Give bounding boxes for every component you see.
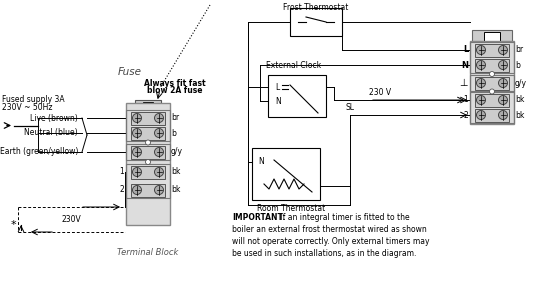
Circle shape: [490, 89, 495, 94]
Text: N: N: [258, 157, 264, 166]
Text: bk: bk: [171, 185, 180, 194]
Bar: [475, 44, 509, 57]
Circle shape: [498, 110, 507, 119]
Text: Earth (green/yellow): Earth (green/yellow): [0, 147, 78, 157]
Bar: [126, 144, 170, 160]
Circle shape: [154, 113, 164, 123]
Bar: [470, 42, 514, 73]
Bar: [475, 58, 509, 72]
Circle shape: [154, 147, 164, 157]
Text: blow 2A fuse: blow 2A fuse: [147, 86, 203, 95]
Circle shape: [477, 61, 486, 70]
Bar: [131, 184, 165, 197]
Bar: [252, 148, 320, 200]
Circle shape: [145, 160, 150, 165]
Text: L: L: [463, 45, 468, 54]
Text: External Clock: External Clock: [266, 61, 321, 70]
Bar: [470, 41, 514, 124]
Circle shape: [133, 129, 142, 138]
Text: b: b: [171, 129, 176, 138]
Text: Fused supply 3A: Fused supply 3A: [2, 95, 64, 104]
Bar: [470, 75, 514, 91]
Text: b: b: [515, 61, 520, 70]
Text: L: L: [275, 82, 279, 92]
Bar: [143, 102, 153, 112]
Circle shape: [154, 129, 164, 138]
Text: Live (brown): Live (brown): [31, 113, 78, 123]
Circle shape: [477, 110, 486, 119]
Text: br: br: [515, 45, 523, 54]
Text: *: *: [11, 220, 16, 230]
Text: Neutral (blue): Neutral (blue): [24, 129, 78, 138]
Text: Fuse: Fuse: [118, 67, 142, 77]
Circle shape: [477, 79, 486, 88]
Bar: [475, 94, 509, 107]
Circle shape: [498, 79, 507, 88]
Bar: [131, 166, 165, 178]
Text: SL: SL: [346, 103, 355, 112]
Text: bk: bk: [515, 110, 524, 119]
Bar: [126, 164, 170, 198]
Text: g/y: g/y: [171, 147, 183, 157]
Circle shape: [477, 95, 486, 104]
Text: 230 V: 230 V: [369, 88, 391, 97]
Circle shape: [498, 95, 507, 104]
Text: Always fit fast: Always fit fast: [144, 79, 206, 88]
Text: N: N: [461, 61, 468, 70]
Text: Frost Thermostat: Frost Thermostat: [283, 3, 349, 12]
Text: 1: 1: [463, 95, 468, 104]
Text: bk: bk: [515, 95, 524, 104]
Text: IMPORTANT:: IMPORTANT:: [232, 213, 286, 222]
Text: 1: 1: [119, 167, 124, 176]
Text: boiler an external frost thermostat wired as shown: boiler an external frost thermostat wire…: [232, 225, 427, 234]
Bar: [131, 126, 165, 139]
Text: If an integral timer is fitted to the: If an integral timer is fitted to the: [278, 213, 410, 222]
Bar: [268, 75, 326, 117]
Bar: [131, 145, 165, 159]
Bar: [484, 32, 500, 44]
Text: 2: 2: [119, 185, 124, 194]
Circle shape: [133, 167, 142, 176]
Text: 230V: 230V: [62, 215, 82, 224]
Circle shape: [154, 185, 164, 194]
Text: g/y: g/y: [515, 79, 527, 88]
Bar: [126, 110, 170, 141]
Circle shape: [133, 113, 142, 123]
Text: bk: bk: [171, 167, 180, 176]
Bar: [131, 111, 165, 125]
Circle shape: [133, 185, 142, 194]
Bar: [126, 103, 170, 225]
Circle shape: [498, 45, 507, 54]
Text: 230V ~ 50Hz: 230V ~ 50Hz: [2, 103, 53, 112]
Circle shape: [477, 45, 486, 54]
Circle shape: [498, 61, 507, 70]
Text: Terminal Block: Terminal Block: [117, 248, 179, 257]
Text: Room Thermostat: Room Thermostat: [257, 204, 325, 213]
Circle shape: [133, 147, 142, 157]
Bar: [475, 108, 509, 122]
Text: ⊥: ⊥: [460, 78, 468, 88]
Circle shape: [490, 72, 495, 76]
Bar: [135, 100, 161, 114]
Bar: [470, 92, 514, 123]
Text: be used in such installations, as in the diagram.: be used in such installations, as in the…: [232, 249, 416, 258]
Text: 2: 2: [463, 110, 468, 119]
Bar: [472, 30, 512, 46]
Bar: [475, 76, 509, 89]
Text: br: br: [171, 113, 179, 123]
Text: N: N: [275, 97, 281, 105]
Circle shape: [154, 167, 164, 176]
Text: will not operate correctly. Only external timers may: will not operate correctly. Only externa…: [232, 237, 430, 246]
Bar: [290, 8, 342, 36]
Circle shape: [145, 140, 150, 145]
